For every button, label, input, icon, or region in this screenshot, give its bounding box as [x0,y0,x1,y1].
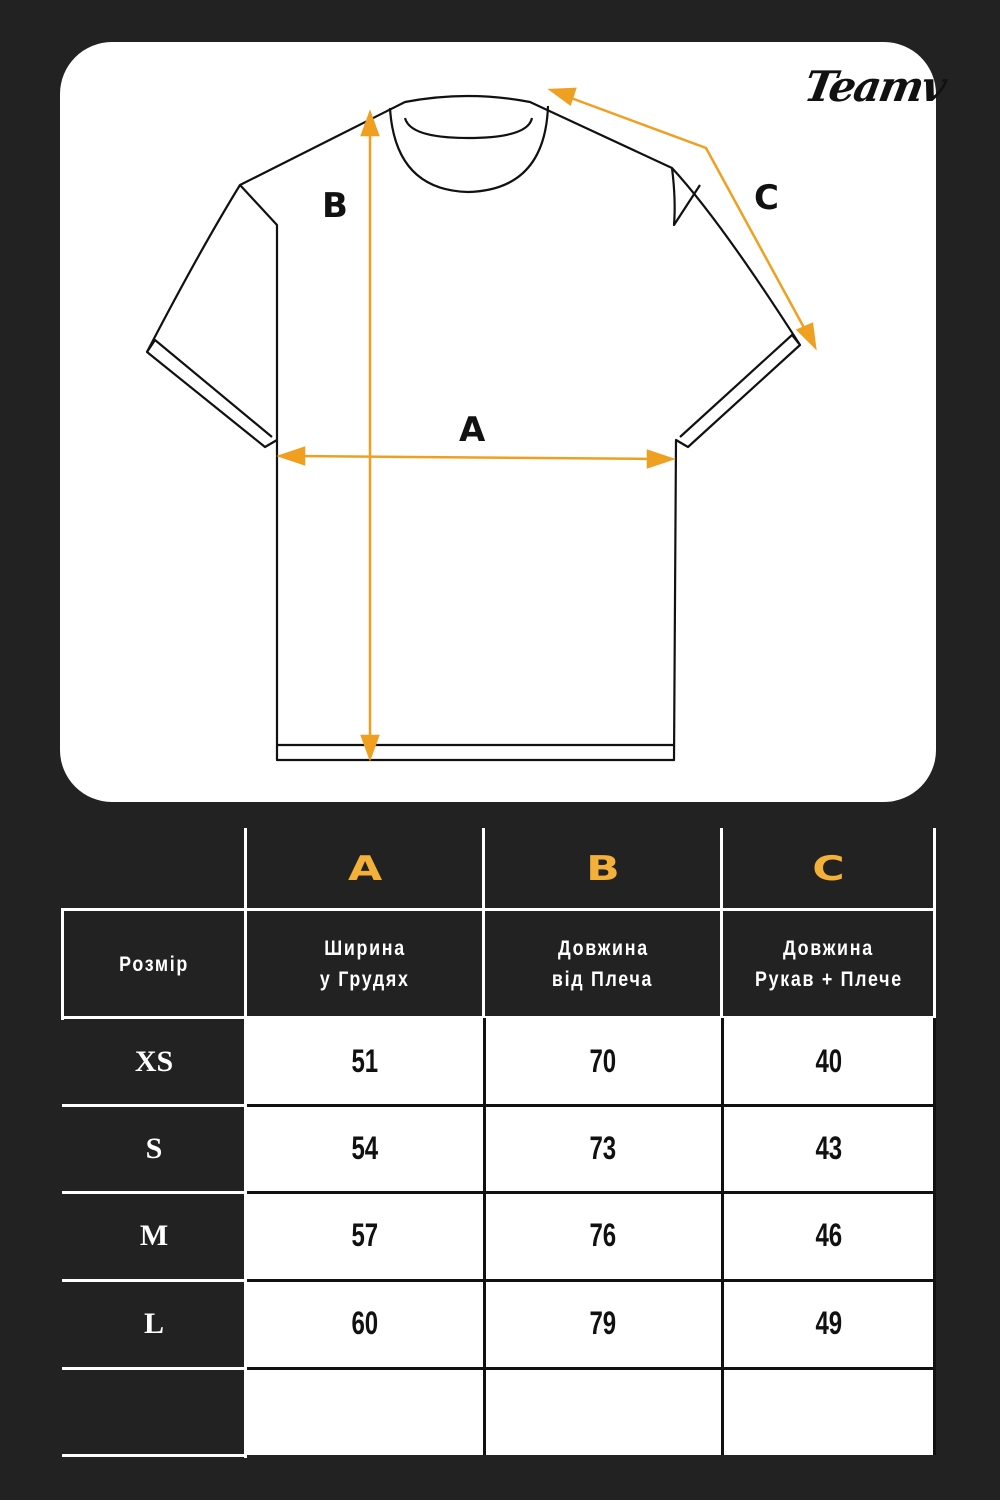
size-label: M [139,1218,169,1252]
column-letter-c: C [812,849,845,889]
value-cell: 79 [484,1280,722,1367]
diagram-card: Teamv B A C [60,42,949,802]
value-cell: 40 [722,1018,935,1105]
header-line: у Грудях [320,968,410,991]
size-cell: L [62,1280,246,1367]
table-body-bg [246,1018,935,1455]
size-label: L [143,1306,164,1340]
header-line: Довжина [783,937,874,960]
value-cell: 46 [722,1192,935,1279]
measurement-value: 40 [815,1043,842,1079]
value-cell: 76 [484,1192,722,1279]
brand-logo: Teamv [800,62,949,111]
label-c: C [754,178,779,218]
tshirt-outline [145,94,802,762]
measurement-value: 54 [351,1130,379,1166]
measurement-value: 76 [589,1217,617,1253]
column-letter-b: B [586,849,620,889]
header-line: Ширина [324,937,406,960]
value-cell: 70 [484,1018,722,1105]
value-cell: 49 [722,1280,935,1367]
size-label: XS [134,1044,174,1078]
measurement-value: 79 [589,1305,617,1341]
size-cell: M [62,1192,246,1279]
size-header: Розмір [119,952,189,976]
label-a: A [459,410,486,450]
value-cell: 57 [246,1192,484,1279]
measurement-arrows [276,87,817,762]
measurement-value: 46 [815,1217,842,1253]
header-line: Довжина [557,937,649,960]
measurement-value: 70 [589,1043,617,1079]
measurement-value: 60 [351,1305,379,1341]
measurement-value: 57 [351,1217,379,1253]
measurement-value: 51 [351,1043,379,1079]
value-cell: 43 [722,1105,935,1192]
size-label: S [145,1131,163,1165]
header-line: від Плеча [552,968,654,991]
header-length: Довжина від Плеча [484,910,722,1018]
value-cell: 60 [246,1280,484,1367]
size-cell: XS [62,1018,246,1105]
measurement-value: 49 [815,1305,842,1341]
column-letter-a: A [347,849,383,889]
value-cell: 73 [484,1105,722,1192]
value-cell: 51 [246,1018,484,1105]
arrow-c [562,93,810,336]
measurement-value: 73 [589,1130,617,1166]
header-chest-width: Ширина у Грудях [246,910,484,1018]
tshirt-diagram [145,87,817,762]
measurement-value: 43 [815,1130,842,1166]
value-cell: 54 [246,1105,484,1192]
size-cell: S [62,1105,246,1192]
arrow-a [291,454,661,461]
header-sleeve-length: Довжина Рукав + Плече [722,910,935,1018]
header-line: Рукав + Плече [754,968,903,991]
label-b: B [322,186,348,226]
